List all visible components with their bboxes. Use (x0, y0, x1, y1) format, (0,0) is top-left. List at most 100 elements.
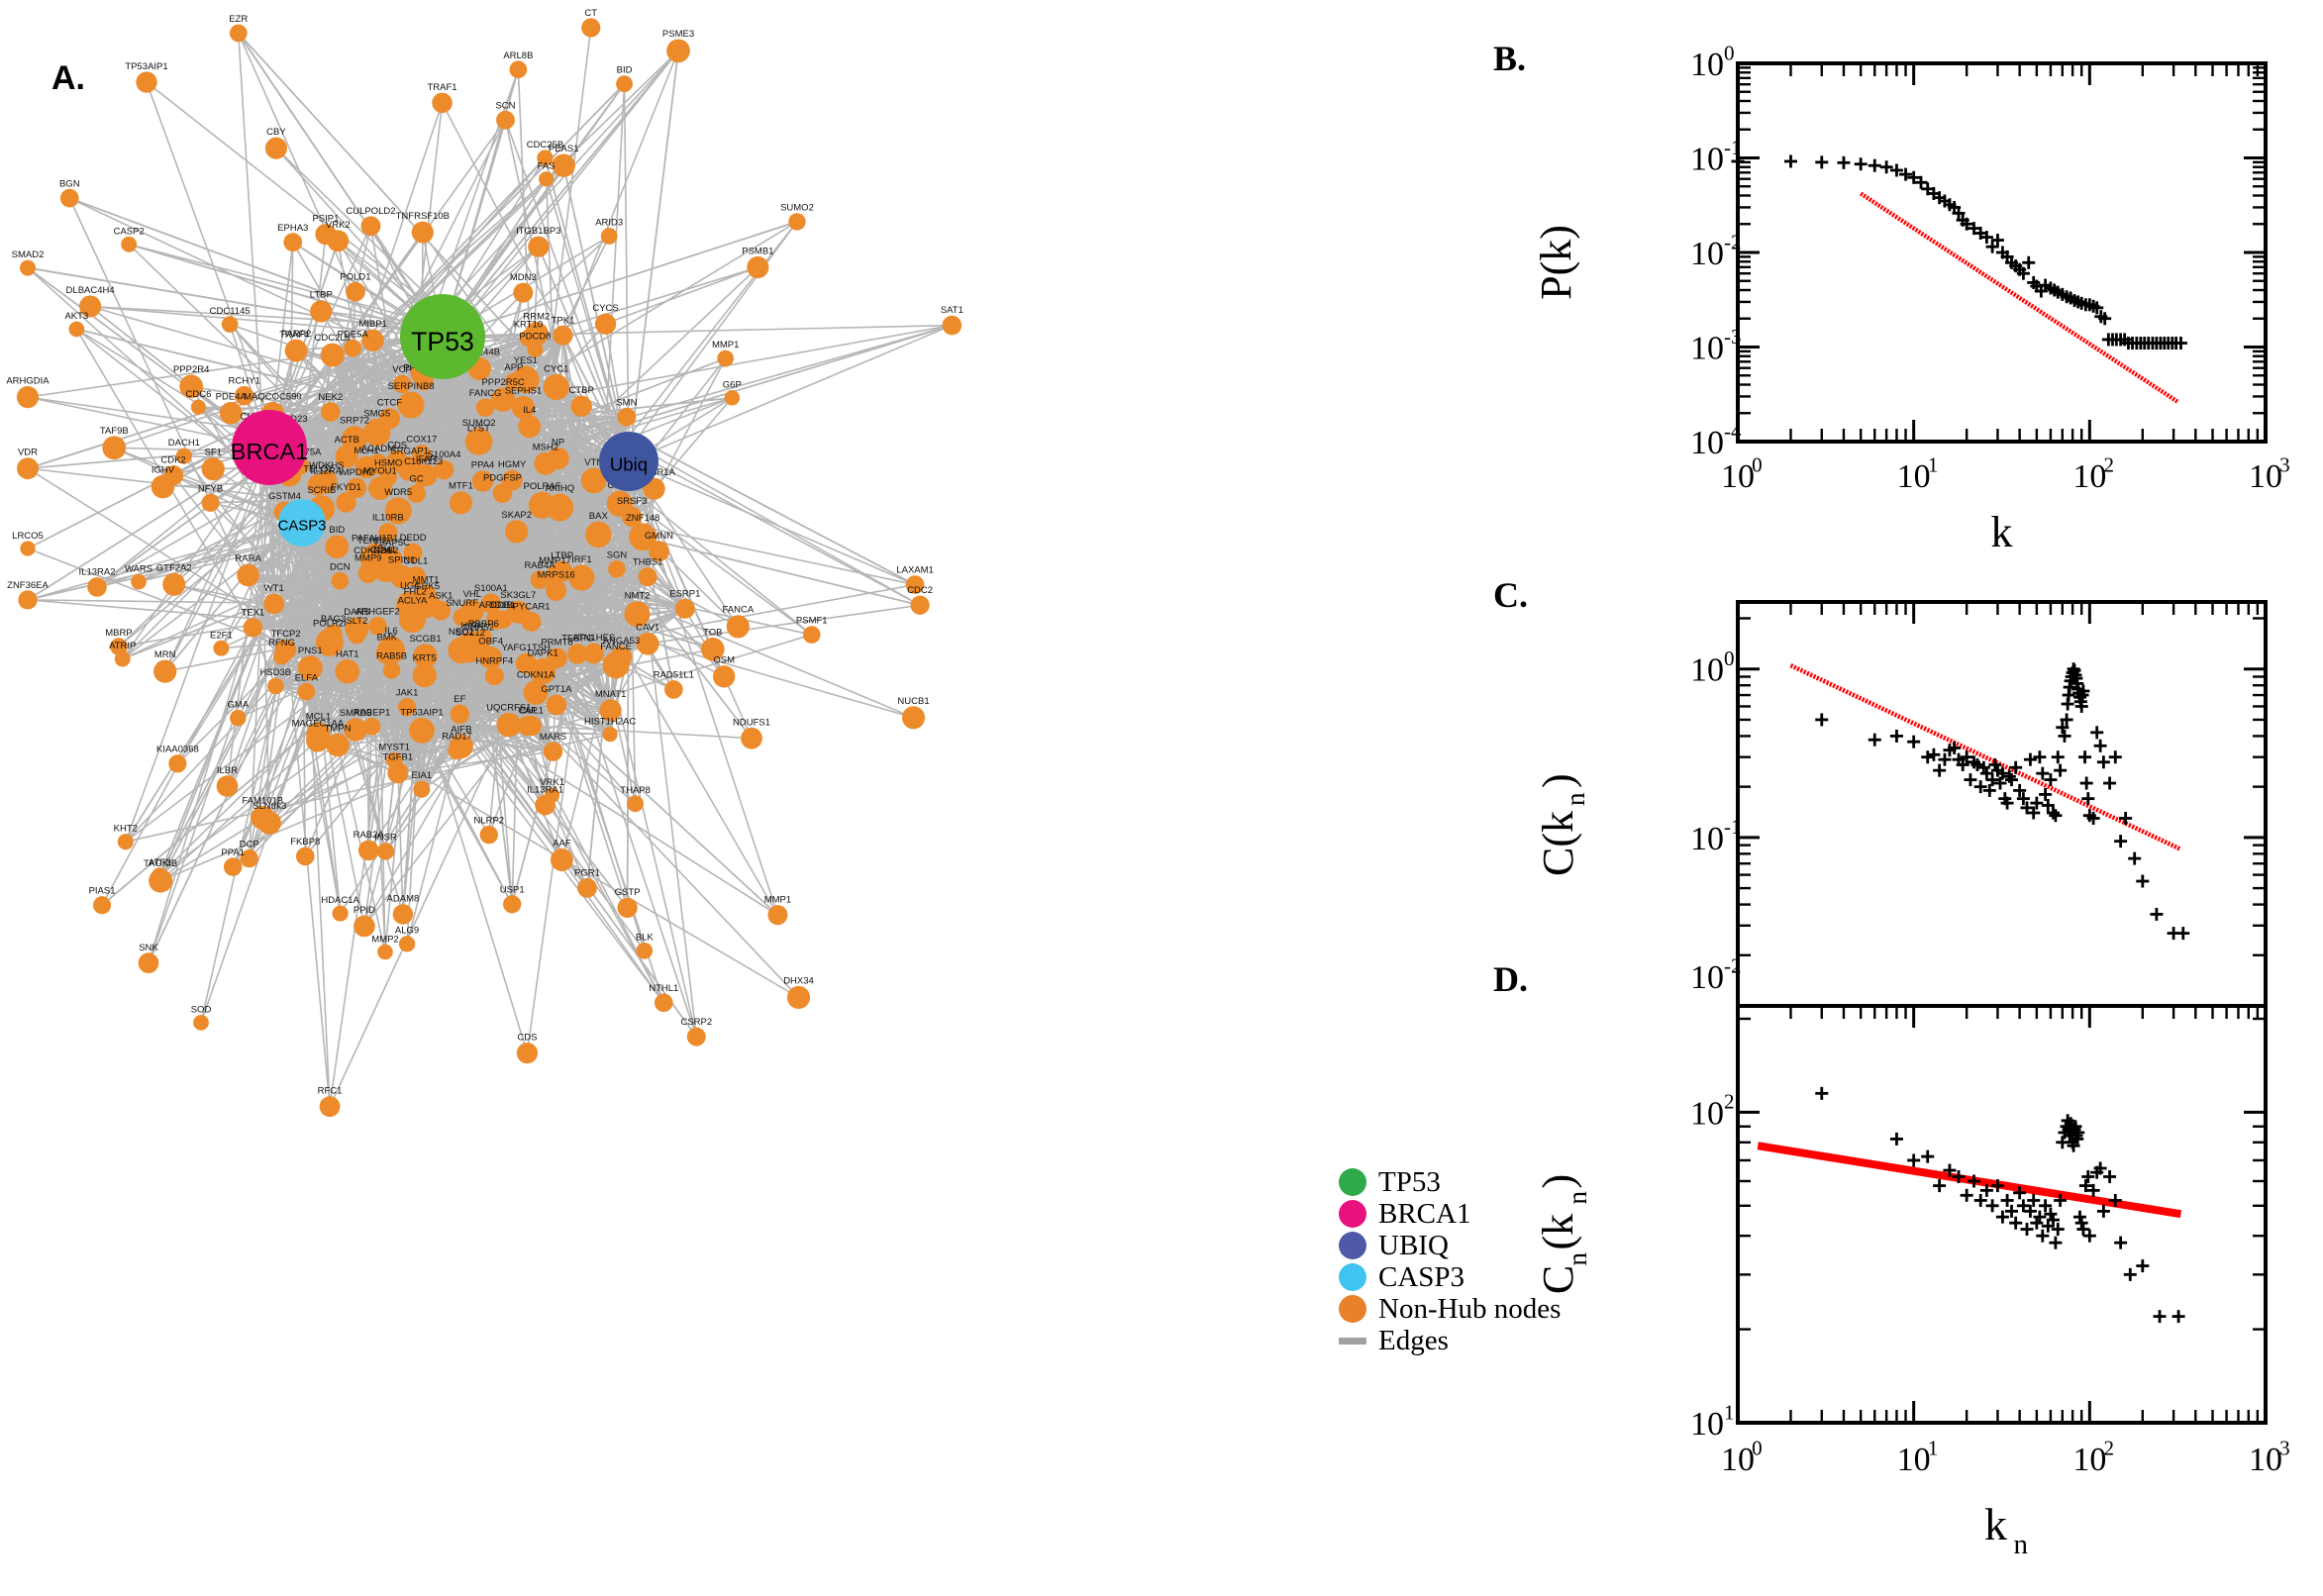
network-node[interactable] (151, 474, 175, 499)
network-node[interactable] (317, 475, 336, 494)
network-node[interactable] (131, 573, 147, 590)
hub-node-ubiq[interactable] (599, 432, 658, 491)
network-node[interactable] (513, 282, 534, 303)
network-node[interactable] (264, 137, 287, 159)
network-node[interactable] (686, 1027, 706, 1047)
network-node[interactable] (517, 715, 539, 737)
network-node[interactable] (602, 727, 618, 743)
network-node[interactable] (138, 952, 159, 974)
network-node[interactable] (617, 897, 638, 918)
network-node[interactable] (450, 704, 470, 725)
network-node[interactable] (568, 564, 595, 591)
network-node[interactable] (92, 896, 112, 915)
network-node[interactable] (240, 848, 258, 868)
network-node[interactable] (409, 717, 435, 744)
network-node[interactable] (654, 993, 673, 1013)
network-node[interactable] (117, 834, 134, 850)
network-node[interactable] (503, 895, 522, 914)
network-node[interactable] (546, 493, 574, 522)
network-node[interactable] (283, 233, 303, 252)
network-node[interactable] (616, 75, 633, 93)
network-node[interactable] (367, 453, 389, 475)
network-node[interactable] (726, 615, 750, 639)
network-node[interactable] (102, 436, 127, 460)
network-node[interactable] (175, 448, 192, 464)
network-node[interactable] (357, 562, 378, 583)
network-node[interactable] (570, 395, 592, 417)
network-node[interactable] (636, 942, 654, 959)
network-node[interactable] (741, 727, 762, 749)
network-node[interactable] (377, 944, 393, 960)
network-node[interactable] (223, 857, 243, 876)
network-node[interactable] (336, 492, 356, 513)
network-node[interactable] (20, 259, 36, 276)
network-node[interactable] (243, 618, 263, 638)
network-node[interactable] (392, 374, 412, 394)
network-node[interactable] (577, 877, 597, 898)
network-node[interactable] (528, 236, 550, 257)
network-node[interactable] (505, 520, 529, 544)
network-node[interactable] (415, 372, 434, 391)
network-node[interactable] (585, 521, 612, 549)
network-node[interactable] (434, 459, 454, 480)
network-node[interactable] (179, 374, 204, 399)
network-node[interactable] (485, 610, 506, 630)
network-node[interactable] (221, 316, 239, 333)
network-node[interactable] (412, 445, 432, 464)
hub-node-brca1[interactable] (232, 410, 307, 485)
network-node[interactable] (219, 401, 243, 425)
network-node[interactable] (600, 228, 618, 245)
network-node[interactable] (397, 391, 425, 419)
network-node[interactable] (379, 468, 398, 486)
network-node[interactable] (905, 575, 925, 594)
network-node[interactable] (484, 666, 504, 686)
network-node[interactable] (649, 541, 669, 562)
network-node[interactable] (121, 236, 138, 252)
network-node[interactable] (535, 794, 556, 816)
network-node[interactable] (411, 221, 434, 244)
network-node[interactable] (492, 483, 513, 504)
network-node[interactable] (636, 632, 659, 655)
network-node[interactable] (362, 717, 381, 736)
network-node[interactable] (511, 395, 536, 420)
network-node[interactable] (415, 584, 437, 607)
network-node[interactable] (378, 408, 401, 430)
network-node[interactable] (490, 387, 516, 412)
network-node[interactable] (550, 848, 573, 872)
network-node[interactable] (546, 565, 564, 584)
network-node[interactable] (629, 523, 657, 551)
network-node[interactable] (527, 341, 544, 357)
network-node[interactable] (17, 457, 39, 480)
network-node[interactable] (666, 39, 690, 63)
network-node[interactable] (360, 216, 381, 237)
network-node[interactable] (521, 611, 542, 632)
network-node[interactable] (230, 709, 247, 727)
network-node[interactable] (136, 71, 157, 93)
network-node[interactable] (475, 398, 495, 417)
network-node[interactable] (942, 315, 962, 336)
network-node[interactable] (326, 733, 350, 757)
network-node[interactable] (617, 407, 637, 427)
network-node[interactable] (449, 491, 473, 515)
network-node[interactable] (910, 595, 930, 615)
network-node[interactable] (546, 694, 567, 716)
network-node[interactable] (306, 722, 331, 747)
network-node[interactable] (407, 484, 426, 503)
network-node[interactable] (382, 661, 401, 679)
network-node[interactable] (168, 754, 187, 773)
network-node[interactable] (469, 434, 488, 451)
network-node[interactable] (413, 644, 438, 668)
network-node[interactable] (638, 567, 657, 587)
network-node[interactable] (346, 477, 367, 499)
network-node[interactable] (386, 449, 408, 472)
network-node[interactable] (627, 795, 644, 813)
network-node[interactable] (530, 657, 556, 685)
network-node[interactable] (153, 659, 177, 683)
network-node[interactable] (162, 572, 186, 596)
network-node[interactable] (674, 598, 695, 619)
network-node[interactable] (581, 18, 601, 38)
network-node[interactable] (315, 224, 337, 246)
network-node[interactable] (229, 24, 248, 43)
network-node[interactable] (747, 255, 769, 279)
network-node[interactable] (415, 463, 438, 487)
